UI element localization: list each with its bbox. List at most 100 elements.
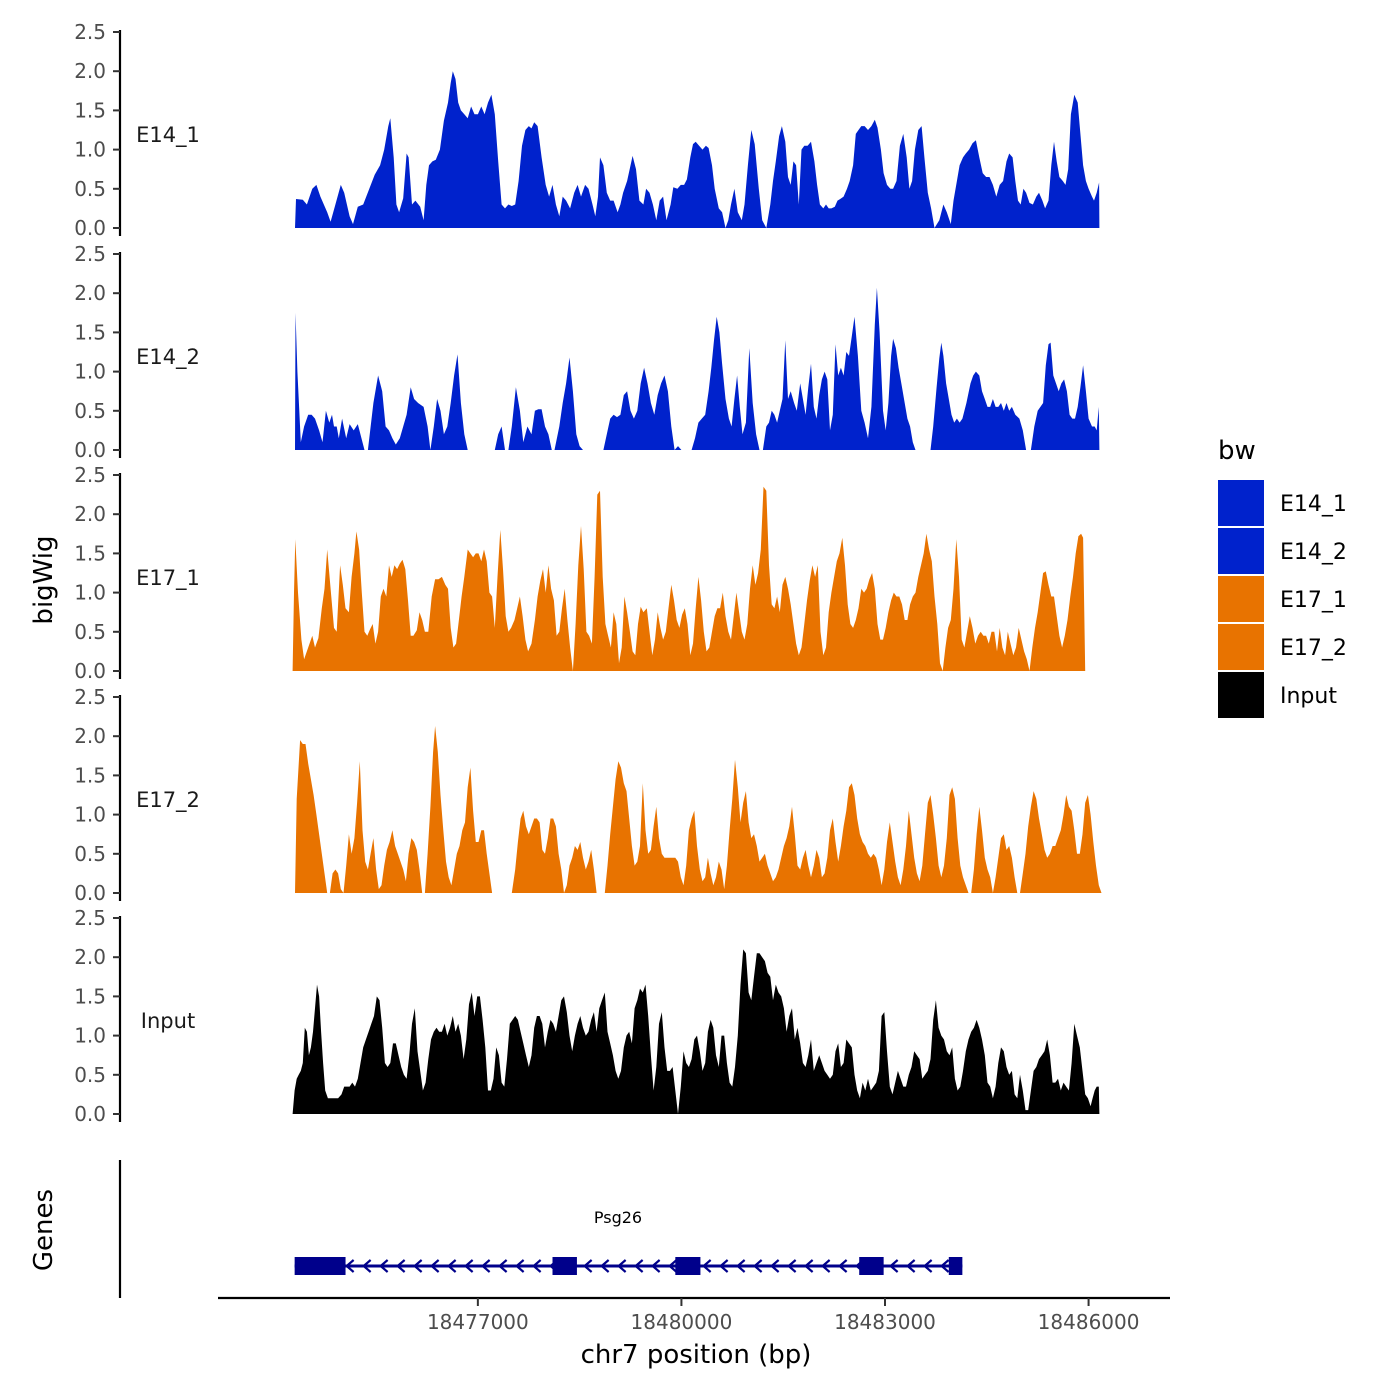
- strand-arrow: [361, 1259, 372, 1273]
- legend-label: E17_1: [1280, 588, 1347, 613]
- y-tick-label: 0.5: [74, 620, 106, 644]
- area-e14_1: [295, 71, 1100, 228]
- legend-label: E14_1: [1280, 492, 1347, 517]
- strand-arrow: [769, 1259, 780, 1273]
- y-tick-label: 2.5: [74, 906, 106, 930]
- gene-exon: [294, 1257, 346, 1275]
- strand-arrow: [650, 1259, 661, 1273]
- strand-arrow: [735, 1259, 746, 1273]
- legend-swatch: [1218, 672, 1264, 718]
- genes-panel: Psg26: [118, 1160, 963, 1298]
- y-tick-label: 0.0: [74, 659, 106, 683]
- y-tick-label: 1.0: [74, 138, 106, 162]
- y-tick-label: 1.5: [74, 98, 106, 122]
- y-tick-label: 1.5: [74, 763, 106, 787]
- strand-arrow: [837, 1259, 848, 1273]
- strand-arrow: [803, 1259, 814, 1273]
- y-tick-label: 1.0: [74, 581, 106, 605]
- track-label: E14_2: [136, 345, 200, 370]
- strand-arrow: [497, 1259, 508, 1273]
- strand-arrow: [888, 1259, 899, 1273]
- track-label: E17_1: [136, 566, 200, 591]
- strand-arrow: [344, 1259, 355, 1273]
- y-tick-label: 2.5: [74, 463, 106, 487]
- y-tick-label: 2.0: [74, 281, 106, 305]
- strand-arrow: [480, 1259, 491, 1273]
- x-tick-label: 18477000: [427, 1310, 529, 1334]
- legend-swatch: [1218, 528, 1264, 574]
- y-tick-label: 2.5: [74, 20, 106, 44]
- track-label: E17_2: [136, 788, 200, 813]
- y-tick-label: 2.5: [74, 242, 106, 266]
- strand-arrow: [599, 1259, 610, 1273]
- x-axis-title: chr7 position (bp): [581, 1340, 812, 1370]
- strand-arrow: [667, 1259, 678, 1273]
- x-tick-label: 18480000: [631, 1310, 733, 1334]
- y-tick-label: 0.0: [74, 438, 106, 462]
- gene-exon: [948, 1257, 963, 1275]
- legend-swatch: [1218, 576, 1264, 622]
- gene-label: Psg26: [594, 1208, 642, 1227]
- legend-swatch: [1218, 624, 1264, 670]
- strand-arrow: [429, 1259, 440, 1273]
- area-input: [292, 949, 1100, 1114]
- strand-arrow: [446, 1259, 457, 1273]
- gene-exon: [859, 1257, 884, 1275]
- y-tick-label: 1.5: [74, 320, 106, 344]
- strand-arrow: [633, 1259, 644, 1273]
- legend-label: E17_2: [1280, 636, 1347, 661]
- y-tick-label: 0.5: [74, 1063, 106, 1087]
- y-tick-label: 2.0: [74, 945, 106, 969]
- track-e17_2: 0.0 0.5 1.0 1.5 2.0 2.5 E17_2: [74, 685, 1102, 905]
- strand-arrow: [752, 1259, 763, 1273]
- track-e14_2: 0.0 0.5 1.0 1.5 2.0 2.5 E14_2: [74, 242, 1100, 462]
- y-tick-label: 0.0: [74, 216, 106, 240]
- strand-arrow: [718, 1259, 729, 1273]
- track-label: Input: [141, 1009, 195, 1033]
- strand-arrow: [701, 1259, 712, 1273]
- gene-exon: [675, 1257, 701, 1275]
- track-e17_1: 0.0 0.5 1.0 1.5 2.0 2.5 E17_1: [74, 463, 1100, 683]
- x-axis: 18477000 18480000 18483000 18486000: [218, 1296, 1170, 1334]
- strand-arrow: [395, 1259, 406, 1273]
- bigwig-tracks: 0.0 0.5 1.0 1.5 2.0 2.5 E14_1 0.0 0.5 1.0 1.5 2.0 2.…: [74, 20, 1102, 1126]
- y-axis-title: bigWig: [29, 535, 59, 624]
- strand-arrow: [786, 1259, 797, 1273]
- y-tick-label: 0.0: [74, 881, 106, 905]
- area-e17_2: [295, 726, 1102, 893]
- y-tick-label: 2.0: [74, 724, 106, 748]
- y-tick-label: 1.0: [74, 803, 106, 827]
- track-label: E14_1: [136, 123, 200, 148]
- y-tick-label: 0.5: [74, 399, 106, 423]
- legend-label: E14_2: [1280, 540, 1347, 565]
- track-input: 0.0 0.5 1.0 1.5 2.0 2.5 Input: [74, 906, 1100, 1126]
- strand-arrow: [582, 1259, 593, 1273]
- y-tick-label: 0.5: [74, 177, 106, 201]
- y-tick-label: 0.5: [74, 842, 106, 866]
- y-tick-label: 2.0: [74, 502, 106, 526]
- strand-arrow: [412, 1259, 423, 1273]
- y-tick-label: 1.0: [74, 1024, 106, 1048]
- strand-arrow: [514, 1259, 525, 1273]
- legend: bw E14_1 E14_2 E17_1 E17_2 Input: [1218, 436, 1347, 718]
- strand-arrow: [463, 1259, 474, 1273]
- y-tick-label: 1.5: [74, 541, 106, 565]
- legend-title: bw: [1218, 436, 1256, 466]
- y-tick-label: 2.0: [74, 59, 106, 83]
- y-tick-label: 1.0: [74, 360, 106, 384]
- strand-arrow: [922, 1259, 933, 1273]
- legend-swatch: [1218, 480, 1264, 526]
- strand-arrow: [905, 1259, 916, 1273]
- x-tick-label: 18483000: [834, 1310, 936, 1334]
- strand-arrow: [378, 1259, 389, 1273]
- strand-arrow: [531, 1259, 542, 1273]
- area-e14_2: [295, 287, 1100, 450]
- y-tick-label: 2.5: [74, 685, 106, 709]
- strand-arrow: [939, 1259, 950, 1273]
- gene-exon: [552, 1257, 577, 1275]
- legend-label: Input: [1280, 684, 1337, 709]
- x-tick-label: 18486000: [1038, 1310, 1140, 1334]
- genes-axis-title: Genes: [29, 1189, 59, 1271]
- area-e17_1: [292, 486, 1100, 671]
